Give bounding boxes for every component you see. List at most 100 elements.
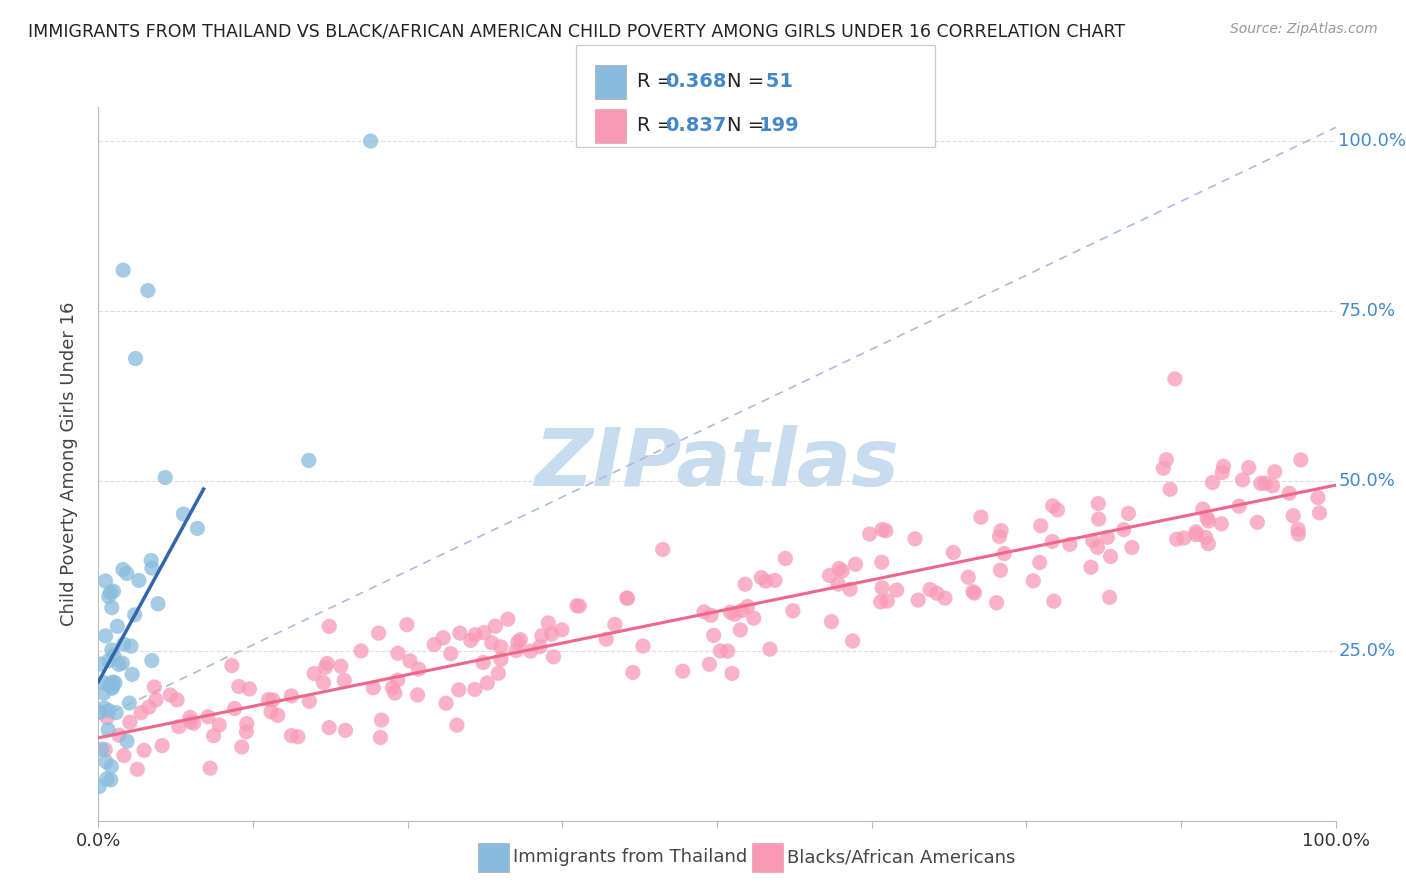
Point — [775, 551, 797, 566]
Text: Immigrants from Thailand: Immigrants from Thailand — [513, 848, 748, 866]
Point — [1261, 479, 1284, 493]
Point — [432, 631, 454, 645]
Point — [724, 607, 747, 622]
Point — [464, 628, 486, 642]
Point — [1197, 537, 1219, 551]
Point — [312, 675, 335, 690]
Point — [1152, 461, 1174, 475]
Point — [335, 723, 357, 738]
Point — [231, 739, 253, 754]
Point — [136, 284, 159, 298]
Point — [316, 657, 339, 671]
Point — [395, 617, 418, 632]
Point — [841, 634, 863, 648]
Point — [1081, 533, 1104, 548]
Point — [872, 523, 894, 537]
Point — [1097, 530, 1119, 544]
Point — [101, 680, 124, 694]
Point — [120, 639, 142, 653]
Point — [1250, 476, 1272, 491]
Point — [197, 710, 219, 724]
Point — [94, 574, 117, 588]
Point — [818, 568, 841, 582]
Point — [89, 705, 111, 719]
Point — [97, 654, 120, 668]
Point — [759, 642, 782, 657]
Point — [370, 731, 392, 745]
Point — [749, 571, 772, 585]
Point — [138, 700, 160, 714]
Point — [616, 591, 638, 606]
Point — [962, 584, 984, 599]
Point — [1194, 530, 1216, 544]
Point — [89, 657, 111, 671]
Point — [96, 711, 118, 725]
Point — [280, 689, 302, 703]
Point — [221, 658, 243, 673]
Y-axis label: Child Poverty Among Girls Under 16: Child Poverty Among Girls Under 16 — [59, 301, 77, 626]
Point — [118, 696, 141, 710]
Point — [1191, 502, 1213, 516]
Point — [298, 694, 321, 708]
Point — [143, 680, 166, 694]
Point — [1282, 508, 1305, 523]
Point — [700, 608, 723, 623]
Point — [486, 666, 509, 681]
Point — [141, 553, 163, 567]
Point — [1286, 522, 1309, 536]
Point — [127, 762, 149, 776]
Point — [370, 713, 392, 727]
Point — [565, 599, 588, 613]
Point — [1099, 549, 1122, 564]
Point — [603, 617, 626, 632]
Point — [509, 632, 531, 647]
Text: 25.0%: 25.0% — [1339, 641, 1395, 660]
Point — [166, 693, 188, 707]
Point — [101, 600, 124, 615]
Text: R =: R = — [637, 72, 679, 91]
Point — [423, 638, 446, 652]
Point — [153, 470, 176, 484]
Point — [145, 693, 167, 707]
Point — [717, 644, 740, 658]
Point — [831, 564, 853, 578]
Text: ZIPatlas: ZIPatlas — [534, 425, 900, 503]
Point — [449, 626, 471, 640]
Point — [621, 665, 644, 680]
Point — [105, 619, 128, 633]
Point — [631, 639, 654, 653]
Point — [990, 524, 1012, 538]
Point — [132, 743, 155, 757]
Point — [302, 666, 325, 681]
Point — [103, 584, 125, 599]
Point — [1098, 591, 1121, 605]
Point — [318, 619, 340, 633]
Point — [489, 640, 512, 654]
Text: 51: 51 — [759, 72, 793, 91]
Point — [595, 632, 617, 647]
Point — [1022, 574, 1045, 588]
Point — [367, 626, 389, 640]
Point — [186, 521, 208, 535]
Point — [124, 351, 146, 366]
Point — [112, 748, 135, 763]
Point — [568, 599, 591, 613]
Point — [1254, 476, 1277, 491]
Point — [1173, 531, 1195, 545]
Point — [224, 701, 246, 715]
Point — [651, 542, 673, 557]
Point — [235, 724, 257, 739]
Point — [108, 657, 131, 672]
Point — [543, 649, 565, 664]
Point — [693, 605, 716, 619]
Point — [179, 710, 201, 724]
Text: R =: R = — [637, 116, 679, 136]
Point — [477, 676, 499, 690]
Point — [481, 636, 503, 650]
Point — [1028, 556, 1050, 570]
Point — [314, 660, 336, 674]
Point — [280, 729, 302, 743]
Point — [118, 715, 141, 730]
Point — [734, 577, 756, 591]
Text: Blacks/African Americans: Blacks/African Americans — [787, 848, 1015, 866]
